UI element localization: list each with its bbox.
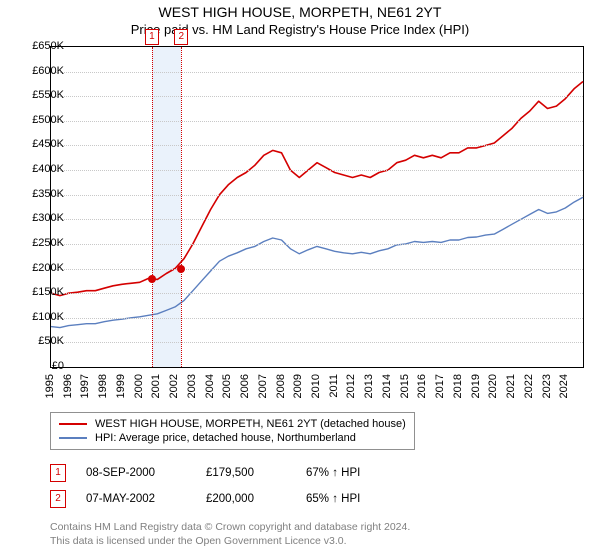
transaction-row: 2 07-MAY-2002 £200,000 65% ↑ HPI [50,486,396,512]
x-axis-label: 2000 [133,374,145,398]
x-axis-label: 1995 [44,374,56,398]
x-axis-label: 2012 [345,374,357,398]
transaction-badge: 1 [50,464,66,482]
x-axis-label: 1996 [62,374,74,398]
x-axis-label: 2009 [292,374,304,398]
legend-swatch [59,437,87,439]
chart-title: WEST HIGH HOUSE, MORPETH, NE61 2YT [0,4,600,20]
x-axis-label: 2020 [487,374,499,398]
x-axis-label: 2006 [239,374,251,398]
legend: WEST HIGH HOUSE, MORPETH, NE61 2YT (deta… [50,412,415,450]
x-axis-label: 2010 [310,374,322,398]
x-axis-label: 2019 [470,374,482,398]
y-axis-label: £50K [16,335,64,347]
y-axis-label: £200K [16,262,64,274]
x-axis-label: 2018 [452,374,464,398]
x-axis-label: 1997 [79,374,91,398]
transaction-pct: 65% ↑ HPI [306,493,396,505]
y-axis-label: £100K [16,311,64,323]
footer-line: Contains HM Land Registry data © Crown c… [50,520,410,534]
y-axis-label: £450K [16,138,64,150]
x-axis-label: 2021 [505,374,517,398]
y-axis-label: £150K [16,286,64,298]
marker-label: 2 [174,29,188,45]
y-axis-label: £600K [16,65,64,77]
legend-label: HPI: Average price, detached house, Nort… [95,432,356,444]
transaction-row: 1 08-SEP-2000 £179,500 67% ↑ HPI [50,460,396,486]
y-axis-label: £350K [16,188,64,200]
marker-label: 1 [145,29,159,45]
x-axis-label: 2008 [275,374,287,398]
x-axis-label: 2003 [186,374,198,398]
x-axis-label: 2002 [168,374,180,398]
x-axis-label: 2024 [558,374,570,398]
x-axis-label: 2007 [257,374,269,398]
chart-lines [51,47,583,367]
x-axis-label: 1998 [97,374,109,398]
x-axis-label: 1999 [115,374,127,398]
marker-dot [177,265,185,273]
x-axis-label: 2011 [328,374,340,398]
x-axis-label: 2013 [363,374,375,398]
x-axis-labels: 1995199619971998199920002001200220032004… [50,370,584,410]
x-axis-label: 2001 [150,374,162,398]
transaction-date: 07-MAY-2002 [86,493,186,505]
y-axis-label: £300K [16,212,64,224]
footer-line: This data is licensed under the Open Gov… [50,534,410,548]
x-axis-label: 2022 [523,374,535,398]
chart-plot-area: 12 [50,46,584,368]
legend-swatch [59,423,87,425]
y-axis-label: £250K [16,237,64,249]
y-axis-label: £0 [16,360,64,372]
legend-item: WEST HIGH HOUSE, MORPETH, NE61 2YT (deta… [59,417,406,431]
transaction-price: £179,500 [206,467,286,479]
footer-text: Contains HM Land Registry data © Crown c… [50,520,410,548]
marker-dot [148,275,156,283]
legend-label: WEST HIGH HOUSE, MORPETH, NE61 2YT (deta… [95,418,406,430]
x-axis-label: 2017 [434,374,446,398]
y-axis-label: £550K [16,89,64,101]
y-axis-label: £400K [16,163,64,175]
transaction-date: 08-SEP-2000 [86,467,186,479]
x-axis-label: 2023 [541,374,553,398]
x-axis-label: 2014 [381,374,393,398]
transaction-badge: 2 [50,490,66,508]
y-axis-label: £650K [16,40,64,52]
legend-item: HPI: Average price, detached house, Nort… [59,431,406,445]
x-axis-label: 2005 [221,374,233,398]
x-axis-label: 2016 [416,374,428,398]
x-axis-label: 2004 [204,374,216,398]
chart-subtitle: Price paid vs. HM Land Registry's House … [0,22,600,37]
transaction-price: £200,000 [206,493,286,505]
y-axis-label: £500K [16,114,64,126]
transactions-table: 1 08-SEP-2000 £179,500 67% ↑ HPI 2 07-MA… [50,460,396,512]
transaction-pct: 67% ↑ HPI [306,467,396,479]
x-axis-label: 2015 [399,374,411,398]
